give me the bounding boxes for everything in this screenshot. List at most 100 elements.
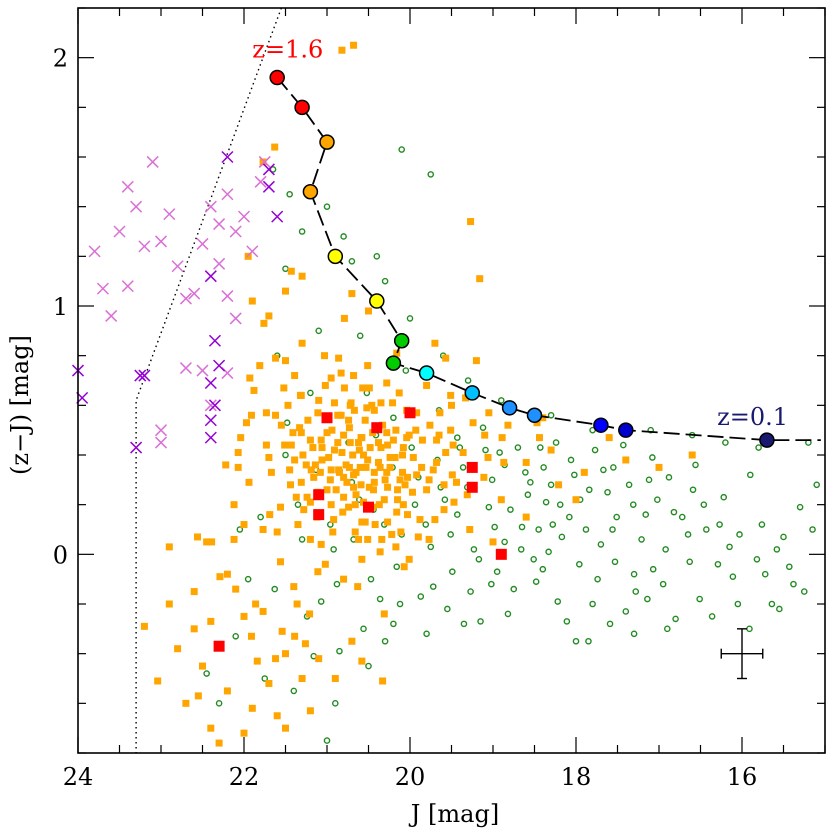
orange-square-point bbox=[389, 436, 397, 444]
green-circle-point bbox=[540, 464, 547, 471]
orange-square-point bbox=[452, 478, 460, 486]
orange-square-point bbox=[357, 481, 365, 489]
green-circle-point bbox=[282, 265, 289, 273]
cross-stroke bbox=[96, 282, 109, 295]
green-circle-point bbox=[542, 498, 550, 506]
cross-stroke bbox=[204, 376, 217, 390]
orange-square-point bbox=[291, 632, 299, 640]
green-circle-point bbox=[696, 595, 703, 603]
green-circle-point bbox=[610, 464, 617, 471]
green-circle-point bbox=[491, 523, 498, 531]
violet-cross-point bbox=[229, 312, 242, 325]
orange-square-point bbox=[317, 436, 325, 444]
orange-square-point bbox=[379, 677, 387, 685]
green-circle-point bbox=[632, 588, 640, 595]
green-circle-point bbox=[611, 558, 619, 566]
orange-square-point bbox=[307, 466, 315, 474]
orange-square-point bbox=[215, 739, 223, 747]
green-circle-point bbox=[488, 476, 496, 484]
red-square-point bbox=[404, 407, 416, 419]
orange-square-point bbox=[377, 399, 385, 407]
x-tick-label: 20 bbox=[395, 763, 426, 791]
orange-square-point bbox=[240, 521, 248, 529]
orange-square-point bbox=[358, 434, 366, 442]
orange-square-point bbox=[234, 449, 242, 457]
orange-square-point bbox=[334, 439, 342, 447]
orange-square-point bbox=[315, 396, 323, 404]
orange-square-point bbox=[262, 441, 270, 449]
green-circle-point bbox=[423, 630, 430, 638]
orange-square-point bbox=[259, 158, 267, 166]
violet-cross-point bbox=[163, 208, 176, 221]
green-circle-point bbox=[645, 476, 653, 484]
orange-square-point bbox=[498, 434, 506, 442]
orange-square-point bbox=[605, 434, 613, 442]
green-circle-point bbox=[689, 486, 697, 494]
orange-square-point bbox=[328, 426, 336, 434]
green-circle-point bbox=[333, 580, 341, 588]
green-circle-point bbox=[294, 501, 302, 508]
green-circle-point bbox=[761, 570, 769, 578]
orange-square-point bbox=[413, 471, 421, 479]
orange-square-point bbox=[250, 386, 258, 394]
green-circle-point bbox=[459, 464, 467, 471]
cross-stroke bbox=[163, 208, 176, 221]
x-tick-label: 24 bbox=[63, 763, 94, 791]
orange-square-point bbox=[413, 409, 421, 417]
cross-stroke bbox=[121, 280, 134, 293]
green-circle-point bbox=[315, 327, 323, 335]
cross-stroke bbox=[196, 237, 209, 250]
violet-cross-point bbox=[154, 424, 168, 437]
green-circle-point bbox=[554, 598, 562, 605]
orange-square-point bbox=[327, 466, 335, 474]
orange-square-point bbox=[327, 374, 335, 382]
green-circle-point bbox=[244, 575, 252, 583]
orange-square-point bbox=[377, 444, 385, 452]
green-circle-point bbox=[497, 397, 505, 404]
green-circle-point bbox=[630, 570, 638, 578]
orange-square-point bbox=[314, 568, 322, 576]
red-square-point bbox=[313, 509, 325, 521]
redshift-track-layer bbox=[269, 69, 821, 448]
redshift-track-point bbox=[327, 248, 344, 265]
orange-square-point bbox=[298, 675, 306, 682]
orange-square-point bbox=[316, 468, 324, 476]
violet-cross-point bbox=[221, 188, 234, 201]
orange-square-point bbox=[355, 446, 363, 454]
orange-square-point bbox=[247, 632, 255, 640]
green-circle-point bbox=[454, 511, 461, 518]
orange-square-point bbox=[223, 687, 231, 695]
orange-square-point bbox=[340, 473, 348, 481]
orange-square-point bbox=[426, 421, 434, 429]
orange-square-point bbox=[282, 357, 289, 365]
orange-square-point bbox=[286, 466, 294, 474]
purple-cross-point bbox=[262, 180, 275, 193]
orange-square-point bbox=[140, 622, 148, 630]
orange-square-point bbox=[349, 451, 357, 459]
orange-square-point bbox=[346, 439, 354, 447]
green-circle-point bbox=[768, 600, 776, 608]
green-circle-point bbox=[736, 531, 743, 538]
cross-stroke bbox=[121, 180, 134, 193]
purple-cross-point bbox=[208, 334, 221, 347]
violet-cross-point bbox=[121, 180, 134, 193]
green-circle-point bbox=[722, 439, 729, 446]
green-circle-point bbox=[514, 444, 522, 451]
green-circle-point bbox=[622, 608, 630, 615]
orange-square-point bbox=[356, 463, 364, 471]
orange-square-point bbox=[386, 453, 394, 461]
orange-square-point bbox=[306, 498, 314, 506]
green-circle-point bbox=[373, 253, 381, 260]
orange-square-point bbox=[539, 414, 547, 422]
orange-square-point bbox=[207, 724, 215, 732]
orange-square-point bbox=[335, 354, 343, 362]
orange-square-point bbox=[345, 416, 353, 424]
orange-square-point bbox=[222, 461, 230, 469]
green-circle-point bbox=[684, 531, 692, 538]
orange-square-point bbox=[194, 692, 202, 700]
red-square-point bbox=[363, 501, 374, 513]
orange-square-point bbox=[259, 526, 267, 533]
violet-cross-point bbox=[213, 218, 226, 231]
green-circle-series bbox=[190, 146, 821, 744]
orange-square-point bbox=[286, 481, 294, 489]
